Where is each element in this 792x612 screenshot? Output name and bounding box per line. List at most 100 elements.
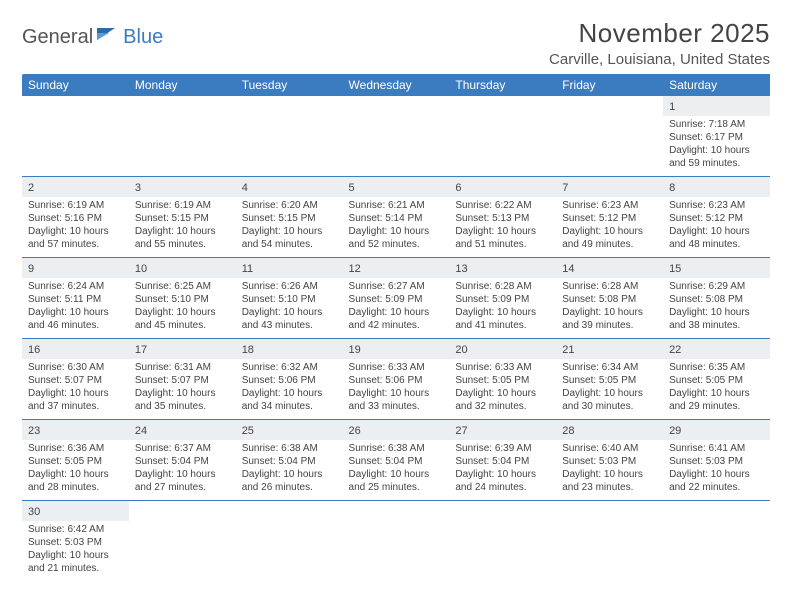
day-number-row: 3 — [129, 177, 236, 197]
calendar-cell: 30 Sunrise: 6:42 AMSunset: 5:03 PMDayligh… — [22, 501, 129, 582]
day-number: 17 — [135, 344, 147, 356]
logo-text-blue: Blue — [123, 26, 163, 49]
day-number-row: 5 — [343, 177, 450, 197]
calendar-cell — [343, 501, 450, 582]
day-number-row: 29 — [663, 420, 770, 440]
calendar-cell: 4Sunrise: 6:20 AMSunset: 5:15 PMDaylight… — [236, 177, 343, 258]
day-info: Sunrise: 6:21 AMSunset: 5:14 PMDaylight:… — [349, 199, 444, 251]
calendar-cell — [449, 501, 556, 582]
weekday-header: Sunday — [22, 74, 129, 96]
calendar-cell: 1Sunrise: 7:18 AMSunset: 6:17 PMDaylight… — [663, 96, 770, 177]
calendar-cell: 27Sunrise: 6:39 AMSunset: 5:04 PMDayligh… — [449, 420, 556, 501]
calendar-cell: 8Sunrise: 6:23 AMSunset: 5:12 PMDaylight… — [663, 177, 770, 258]
weekday-header: Friday — [556, 74, 663, 96]
day-info: Sunrise: 6:25 AMSunset: 5:10 PMDaylight:… — [135, 280, 230, 332]
day-number: 4 — [242, 182, 248, 194]
day-number-row: 19 — [343, 339, 450, 359]
weekday-header: Monday — [129, 74, 236, 96]
day-info: Sunrise: 6:29 AMSunset: 5:08 PMDaylight:… — [669, 280, 764, 332]
calendar-cell: 13 Sunrise: 6:28 AMSunset: 5:09 PMDayligh… — [449, 258, 556, 339]
day-number: 22 — [669, 344, 681, 356]
day-number-row: 21 — [556, 339, 663, 359]
day-number: 20 — [455, 344, 467, 356]
calendar-cell: 6Sunrise: 6:22 AMSunset: 5:13 PMDaylight… — [449, 177, 556, 258]
day-info: Sunrise: 6:33 AMSunset: 5:05 PMDaylight:… — [455, 361, 550, 413]
day-number-row: 25 — [236, 420, 343, 440]
day-number-row: 15 — [663, 258, 770, 278]
day-info: Sunrise: 6:40 AMSunset: 5:03 PMDaylight:… — [562, 442, 657, 494]
day-number-row: 28 — [556, 420, 663, 440]
calendar-cell: 22 Sunrise: 6:35 AMSunset: 5:05 PMDayligh… — [663, 339, 770, 420]
day-number: 8 — [669, 182, 675, 194]
calendar-cell: 25 Sunrise: 6:38 AMSunset: 5:04 PMDayligh… — [236, 420, 343, 501]
day-info: Sunrise: 6:23 AMSunset: 5:12 PMDaylight:… — [562, 199, 657, 251]
day-info: Sunrise: 6:34 AMSunset: 5:05 PMDaylight:… — [562, 361, 657, 413]
day-number: 28 — [562, 425, 574, 437]
day-info: Sunrise: 6:28 AMSunset: 5:08 PMDaylight:… — [562, 280, 657, 332]
day-info: Sunrise: 6:24 AMSunset: 5:11 PMDaylight:… — [28, 280, 123, 332]
day-number: 9 — [28, 263, 34, 275]
day-info: Sunrise: 6:31 AMSunset: 5:07 PMDaylight:… — [135, 361, 230, 413]
month-title: November 2025 — [549, 18, 770, 49]
day-number-row: 22 — [663, 339, 770, 359]
day-number: 16 — [28, 344, 40, 356]
day-info: Sunrise: 6:38 AMSunset: 5:04 PMDaylight:… — [242, 442, 337, 494]
day-number-row: 9 — [22, 258, 129, 278]
weekday-header: Thursday — [449, 74, 556, 96]
day-number: 24 — [135, 425, 147, 437]
day-info: Sunrise: 6:35 AMSunset: 5:05 PMDaylight:… — [669, 361, 764, 413]
calendar-cell: 14 Sunrise: 6:28 AMSunset: 5:08 PMDayligh… — [556, 258, 663, 339]
day-number-row: 17 — [129, 339, 236, 359]
day-info: Sunrise: 6:26 AMSunset: 5:10 PMDaylight:… — [242, 280, 337, 332]
day-number-row: 4 — [236, 177, 343, 197]
day-info: Sunrise: 6:28 AMSunset: 5:09 PMDaylight:… — [455, 280, 550, 332]
day-number: 14 — [562, 263, 574, 275]
day-info: Sunrise: 6:38 AMSunset: 5:04 PMDaylight:… — [349, 442, 444, 494]
day-number-row: 7 — [556, 177, 663, 197]
calendar-cell: 18Sunrise: 6:32 AMSunset: 5:06 PMDayligh… — [236, 339, 343, 420]
day-info: Sunrise: 6:19 AMSunset: 5:16 PMDaylight:… — [28, 199, 123, 251]
day-number-row: 16 — [22, 339, 129, 359]
day-number: 15 — [669, 263, 681, 275]
calendar-cell: 28 Sunrise: 6:40 AMSunset: 5:03 PMDayligh… — [556, 420, 663, 501]
day-number: 26 — [349, 425, 361, 437]
calendar-table: SundayMondayTuesdayWednesdayThursdayFrid… — [22, 74, 770, 581]
day-info: Sunrise: 6:27 AMSunset: 5:09 PMDaylight:… — [349, 280, 444, 332]
calendar-cell: 24 Sunrise: 6:37 AMSunset: 5:04 PMDayligh… — [129, 420, 236, 501]
logo-flag-icon — [97, 26, 119, 49]
day-number-row: 2 — [22, 177, 129, 197]
day-number-row: 10 — [129, 258, 236, 278]
day-number-row: 24 — [129, 420, 236, 440]
calendar-cell: 10 Sunrise: 6:25 AMSunset: 5:10 PMDayligh… — [129, 258, 236, 339]
day-info: Sunrise: 6:37 AMSunset: 5:04 PMDaylight:… — [135, 442, 230, 494]
weekday-header: Tuesday — [236, 74, 343, 96]
day-number: 10 — [135, 263, 147, 275]
day-number: 13 — [455, 263, 467, 275]
day-number-row: 12 — [343, 258, 450, 278]
calendar-cell: 5Sunrise: 6:21 AMSunset: 5:14 PMDaylight… — [343, 177, 450, 258]
day-info: Sunrise: 6:39 AMSunset: 5:04 PMDaylight:… — [455, 442, 550, 494]
day-number-row: 11 — [236, 258, 343, 278]
calendar-cell: 3Sunrise: 6:19 AMSunset: 5:15 PMDaylight… — [129, 177, 236, 258]
day-info: Sunrise: 6:42 AMSunset: 5:03 PMDaylight:… — [28, 523, 123, 575]
day-number: 7 — [562, 182, 568, 194]
calendar-cell — [129, 96, 236, 177]
day-number: 18 — [242, 344, 254, 356]
day-number: 21 — [562, 344, 574, 356]
day-number: 30 — [28, 506, 40, 518]
calendar-cell: 19Sunrise: 6:33 AMSunset: 5:06 PMDayligh… — [343, 339, 450, 420]
day-number-row: 8 — [663, 177, 770, 197]
calendar-body: 1Sunrise: 7:18 AMSunset: 6:17 PMDaylight… — [22, 96, 770, 581]
calendar-cell — [129, 501, 236, 582]
title-block: November 2025 Carville, Louisiana, Unite… — [549, 18, 770, 68]
calendar-cell: 2Sunrise: 6:19 AMSunset: 5:16 PMDaylight… — [22, 177, 129, 258]
day-number-row: 23 — [22, 420, 129, 440]
day-number: 25 — [242, 425, 254, 437]
day-info: Sunrise: 6:36 AMSunset: 5:05 PMDaylight:… — [28, 442, 123, 494]
calendar-cell — [556, 501, 663, 582]
day-number: 19 — [349, 344, 361, 356]
day-number-row: 27 — [449, 420, 556, 440]
day-number: 12 — [349, 263, 361, 275]
day-number: 1 — [669, 101, 675, 113]
calendar-cell — [22, 96, 129, 177]
